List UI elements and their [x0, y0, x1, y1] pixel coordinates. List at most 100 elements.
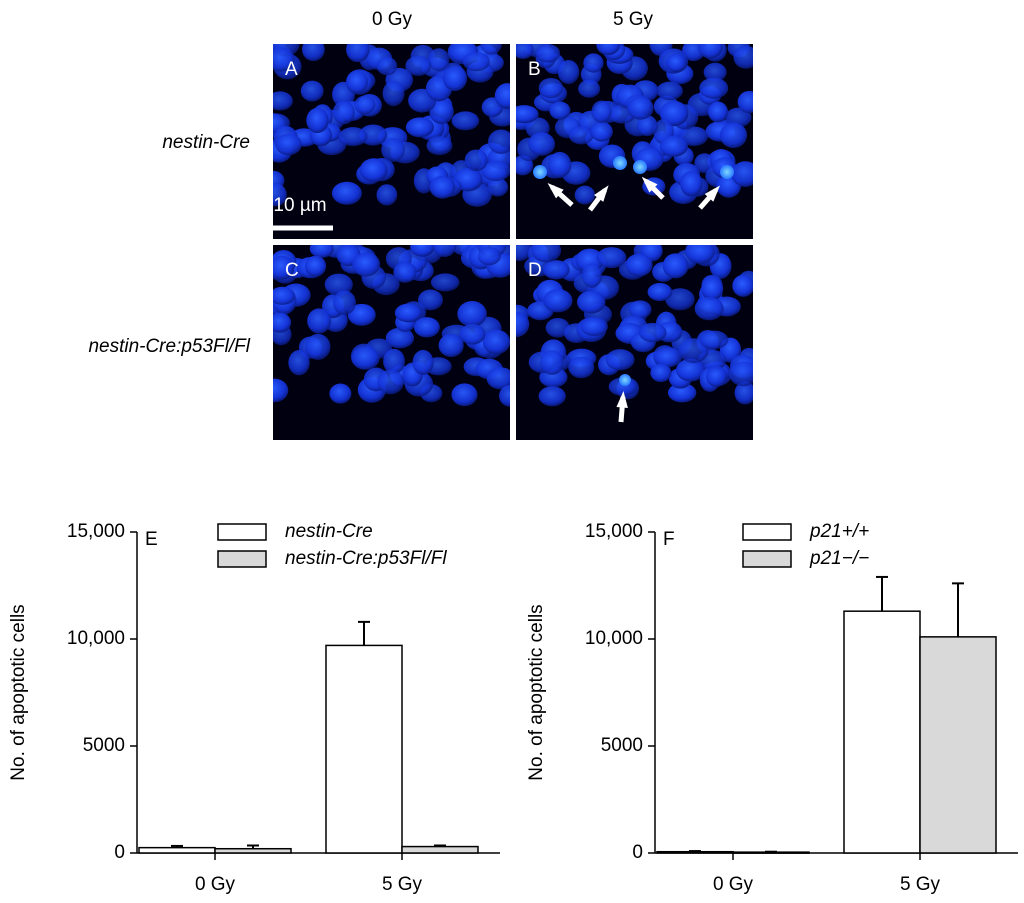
- nucleus: [538, 386, 566, 407]
- legend-swatch: [217, 523, 267, 541]
- nucleus: [699, 77, 729, 99]
- nucleus: [306, 107, 329, 134]
- nucleus: [583, 53, 604, 73]
- nucleus: [300, 80, 324, 102]
- nucleus: [332, 100, 355, 125]
- nucleus: [324, 273, 353, 296]
- nucleus: [543, 288, 573, 313]
- nucleus: [647, 282, 673, 302]
- panel-letter: B: [528, 59, 541, 80]
- nuclei: [273, 44, 510, 207]
- nucleus: [703, 62, 727, 82]
- nucleus: [383, 348, 405, 375]
- nucleus: [338, 127, 368, 147]
- nucleus: [540, 349, 564, 375]
- nucleus: [480, 44, 502, 55]
- nucleus: [302, 44, 325, 62]
- nucleus: [482, 329, 510, 355]
- nucleus: [499, 385, 510, 407]
- nucleus: [381, 137, 405, 162]
- nucleus: [273, 183, 287, 207]
- nucleus: [346, 44, 370, 63]
- x-tick-label: 5 Gy: [900, 874, 941, 895]
- bar: [656, 850, 734, 854]
- nucleus: [345, 70, 368, 94]
- y-axis-label: No. of apoptotic cells: [526, 604, 547, 780]
- nucleus: [417, 289, 443, 311]
- bar: [214, 847, 292, 854]
- nucleus: [273, 91, 293, 111]
- nucleus: [464, 149, 488, 172]
- nucleus: [574, 185, 596, 205]
- column-header: 5 Gy: [613, 9, 654, 30]
- nucleus: [659, 135, 689, 157]
- nucleus: [354, 95, 376, 115]
- nucleus: [516, 245, 532, 261]
- panel-letter: E: [145, 529, 158, 550]
- nucleus: [309, 245, 334, 258]
- nucleus: [737, 90, 753, 114]
- apoptotic-nucleus: [720, 165, 734, 179]
- nucleus: [516, 311, 530, 338]
- nucleus: [675, 358, 706, 382]
- nucleus: [443, 65, 468, 91]
- nucleus: [596, 247, 627, 269]
- y-tick-label: 10,000: [67, 628, 125, 649]
- nucleus: [459, 324, 486, 345]
- nucleus: [273, 312, 292, 333]
- apoptotic-nucleus: [633, 160, 647, 174]
- nucleus: [428, 48, 450, 72]
- nucleus: [656, 81, 683, 101]
- bar: [138, 846, 216, 854]
- nucleus: [678, 338, 709, 363]
- nucleus: [494, 83, 510, 109]
- nucleus: [347, 303, 376, 326]
- nucleus: [304, 255, 327, 277]
- panel-letter: C: [285, 260, 299, 281]
- nucleus: [548, 151, 572, 178]
- nucleus: [667, 383, 697, 403]
- nucleus: [377, 369, 404, 395]
- nucleus: [438, 333, 464, 358]
- nucleus: [481, 160, 510, 181]
- nucleus: [679, 126, 709, 146]
- nucleus: [451, 111, 480, 131]
- nucleus: [605, 349, 635, 371]
- nucleus: [394, 303, 422, 323]
- bar: [732, 851, 810, 854]
- nucleus: [627, 96, 654, 120]
- y-tick-label: 15,000: [585, 521, 643, 542]
- legend-swatch: [742, 523, 792, 541]
- nucleus: [733, 45, 753, 69]
- panel-letter: F: [663, 529, 675, 550]
- micrographs: A B C D 10 µm: [268, 44, 753, 440]
- nucleus: [359, 158, 388, 183]
- y-tick-label: 0: [114, 842, 125, 863]
- nucleus: [545, 318, 570, 338]
- nucleus: [457, 301, 487, 327]
- nucleus: [729, 361, 753, 387]
- apoptotic-nucleus: [619, 374, 631, 386]
- nucleus: [273, 255, 295, 280]
- nucleus: [591, 100, 612, 123]
- nucleus: [426, 136, 453, 156]
- nucleus: [331, 181, 362, 205]
- nucleus: [405, 55, 432, 76]
- nucleus: [429, 175, 456, 199]
- x-tick-label: 0 Gy: [195, 874, 236, 895]
- nucleus: [462, 51, 490, 72]
- apoptotic-nucleus: [613, 156, 627, 170]
- nucleus: [410, 245, 435, 257]
- nucleus: [477, 247, 501, 266]
- nucleus: [636, 115, 658, 137]
- arrow-head: [594, 185, 609, 202]
- y-tick-label: 0: [632, 842, 643, 863]
- nucleus: [685, 245, 715, 264]
- nucleus: [393, 261, 417, 283]
- nucleus: [581, 263, 602, 288]
- nucleus: [628, 300, 652, 319]
- nucleus: [734, 381, 753, 405]
- arrow-head: [547, 182, 564, 199]
- nucleus: [487, 129, 510, 154]
